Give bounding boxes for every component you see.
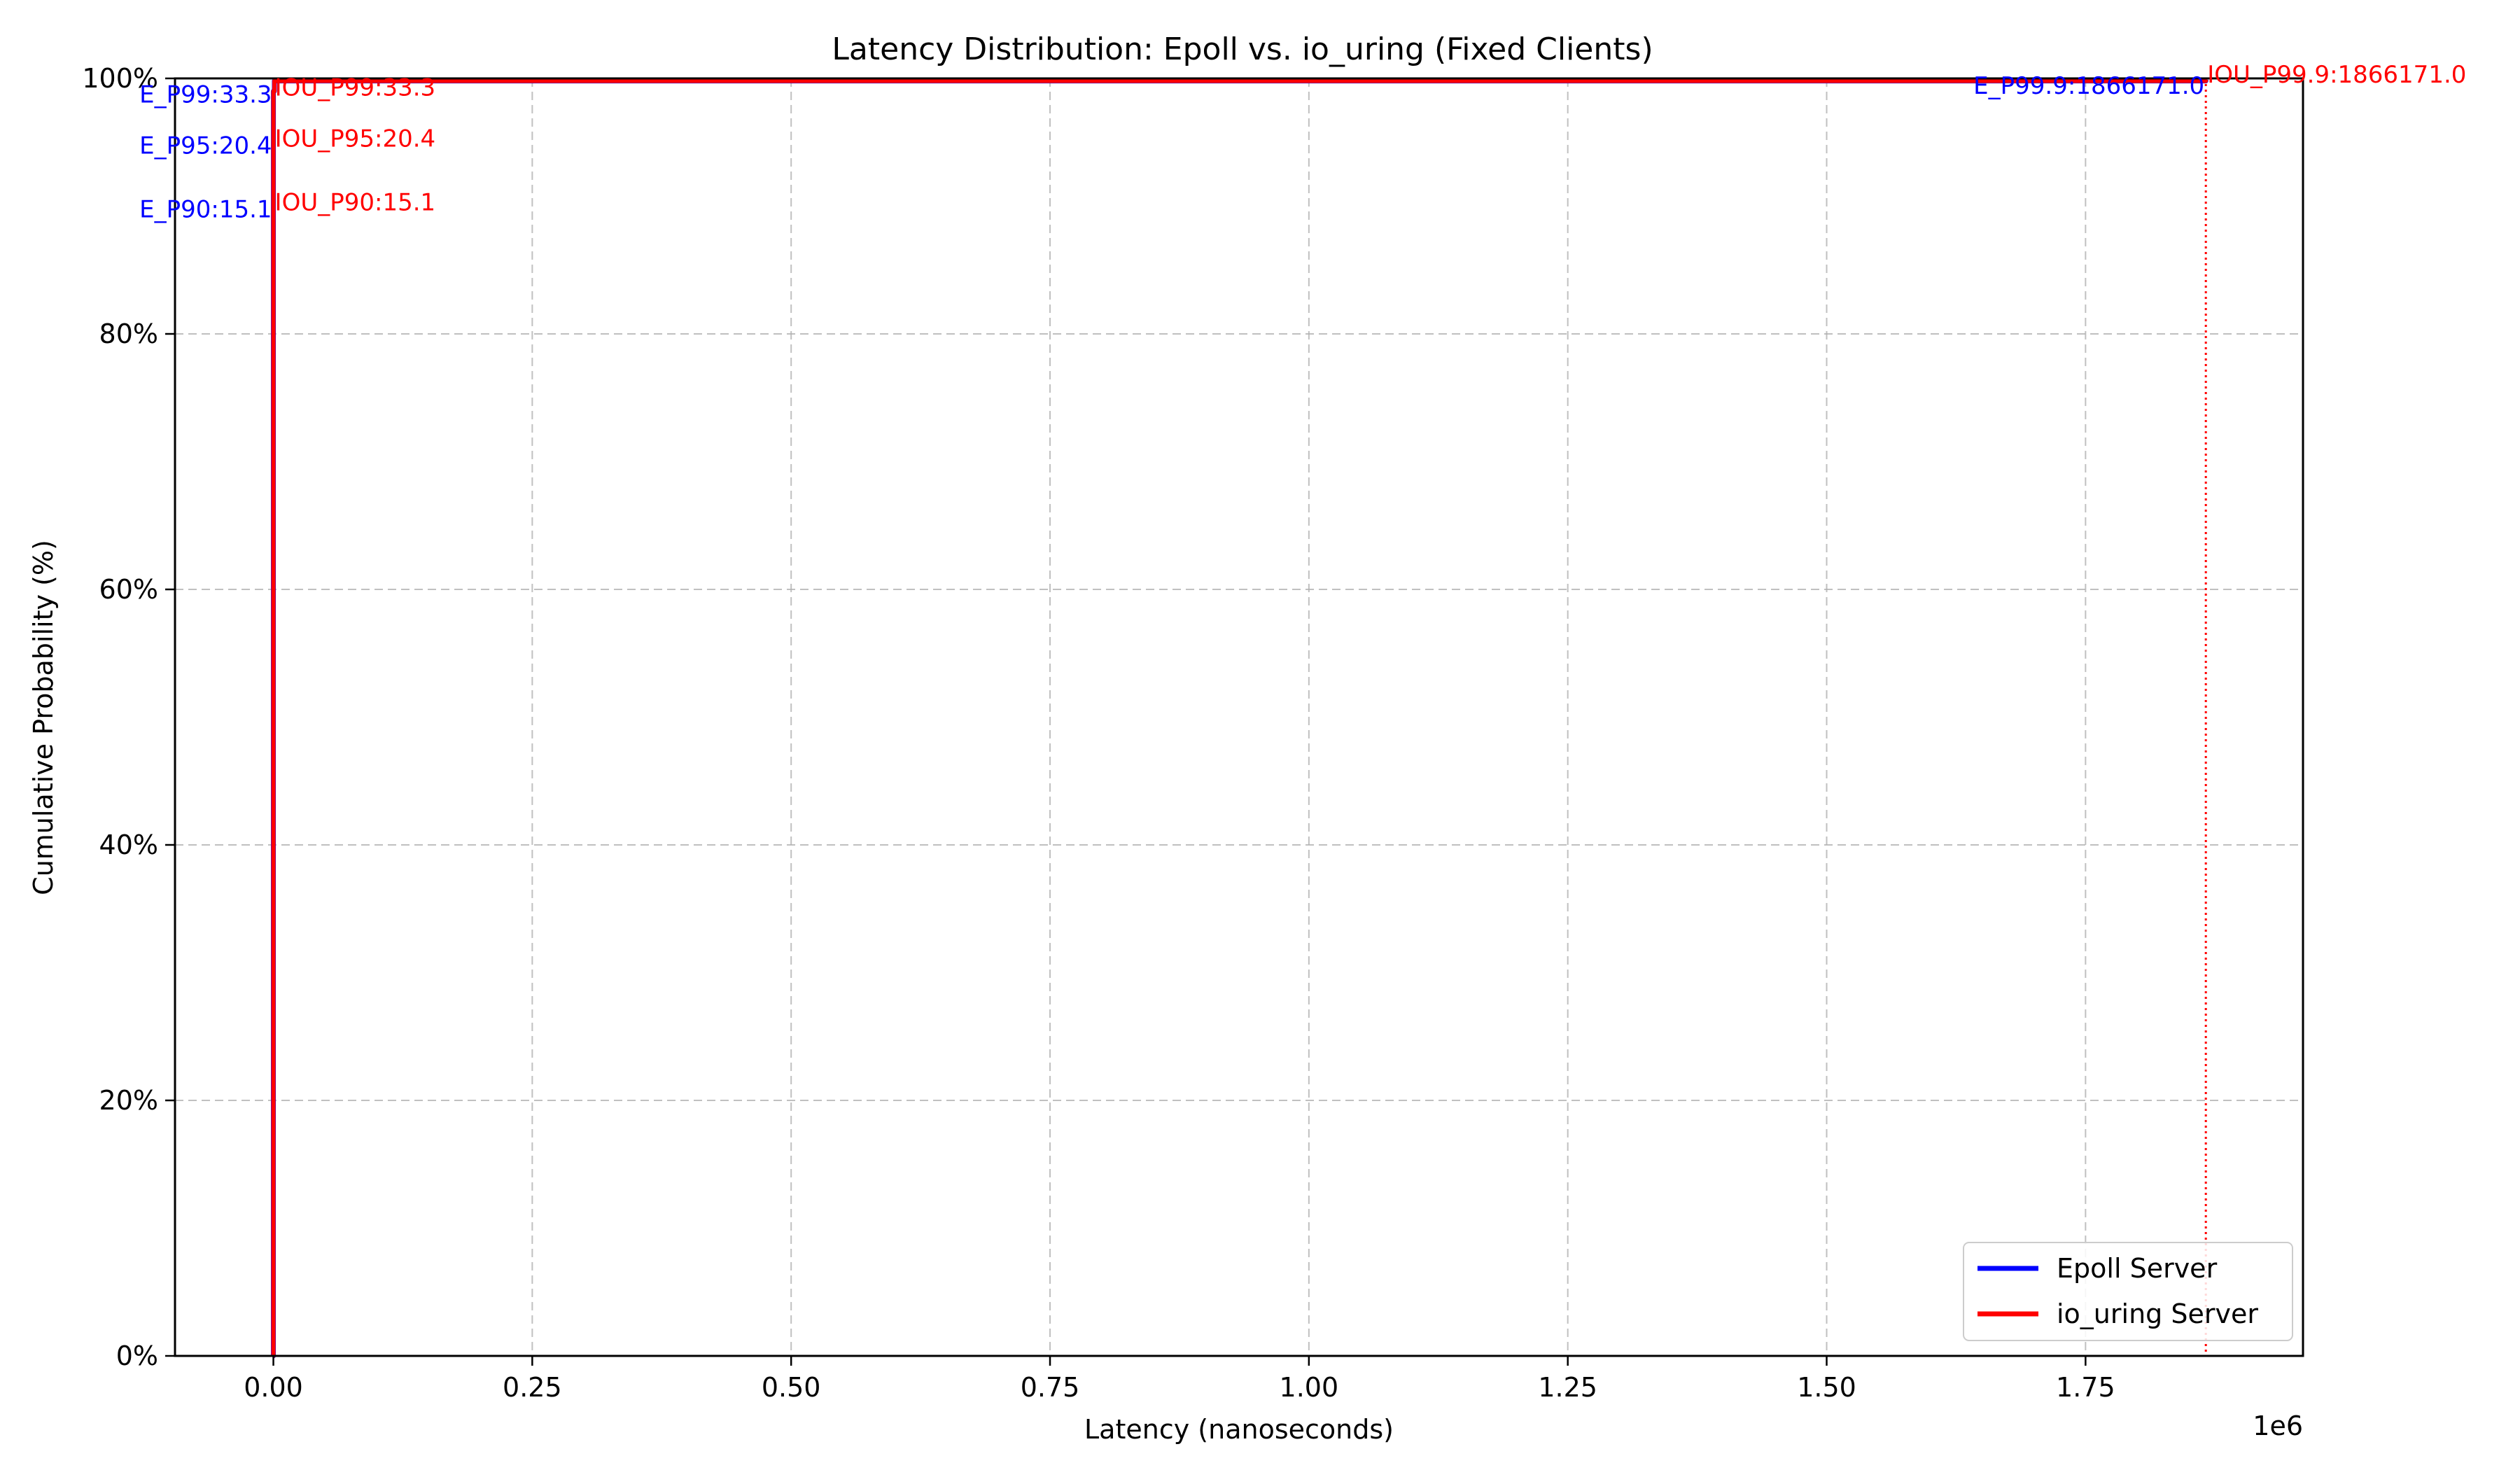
y-tick-label: 60% — [99, 574, 158, 605]
annotation-iou-p95-20-4: IOU_P95:20.4 — [275, 125, 436, 153]
percentile-annotations: E_P90:15.1 E_P95:20.4 E_P99:33.3 E_P99.9:18… — [139, 61, 2466, 224]
x-axis-ticks: 0.00 0.25 0.50 0.75 1.00 1.25 1.50 1.75 — [244, 1356, 2115, 1403]
series-line-io-uring-server — [271, 78, 2208, 1358]
series-lines — [271, 78, 2208, 1359]
legend-label-epoll: Epoll Server — [2057, 1253, 2218, 1284]
y-axis-ticks: 0% 20% 40% 60% 80% 100% — [82, 63, 175, 1371]
annotation-e-p95-20-4: E_P95:20.4 — [139, 132, 272, 160]
x-tick-label: 1.75 — [2056, 1372, 2115, 1403]
y-axis-label: Cumulative Probability (%) — [28, 540, 59, 895]
x-tick-label: 0.25 — [503, 1372, 562, 1403]
y-tick-label: 0% — [116, 1340, 158, 1371]
x-tick-label: 1.25 — [1538, 1372, 1597, 1403]
legend-label-io-uring: io_uring Server — [2057, 1298, 2258, 1329]
y-tick-label: 100% — [82, 63, 158, 94]
y-tick-label: 80% — [99, 318, 158, 349]
y-tick-label: 20% — [99, 1085, 158, 1116]
annotation-e-p99-33-3: E_P99:33.3 — [139, 80, 272, 108]
legend: Epoll Server io_uring Server — [1963, 1242, 2293, 1341]
legend-box — [1963, 1242, 2293, 1341]
x-tick-label: 1.00 — [1280, 1372, 1339, 1403]
x-tick-label: 0.50 — [762, 1372, 821, 1403]
x-tick-label: 0.00 — [244, 1372, 303, 1403]
annotation-e-p99-9-1866171-0: E_P99.9:1866171.0 — [1973, 72, 2204, 100]
chart-title: Latency Distribution: Epoll vs. io_uring… — [832, 31, 1653, 67]
x-tick-label: 0.75 — [1021, 1372, 1080, 1403]
x-axis-label: Latency (nanoseconds) — [1084, 1414, 1394, 1445]
annotation-e-p90-15-1: E_P90:15.1 — [139, 196, 272, 224]
annotation-iou-p99-33-3: IOU_P99:33.3 — [275, 74, 436, 102]
x-axis-offset-label: 1e6 — [2253, 1410, 2303, 1441]
y-tick-label: 40% — [99, 830, 158, 860]
plot-frame — [174, 77, 2304, 1357]
x-tick-label: 1.50 — [1797, 1372, 1856, 1403]
annotation-iou-p99-9-1866171-0: IOU_P99.9:1866171.0 — [2207, 61, 2466, 89]
annotation-iou-p90-15-1: IOU_P90:15.1 — [275, 189, 436, 217]
